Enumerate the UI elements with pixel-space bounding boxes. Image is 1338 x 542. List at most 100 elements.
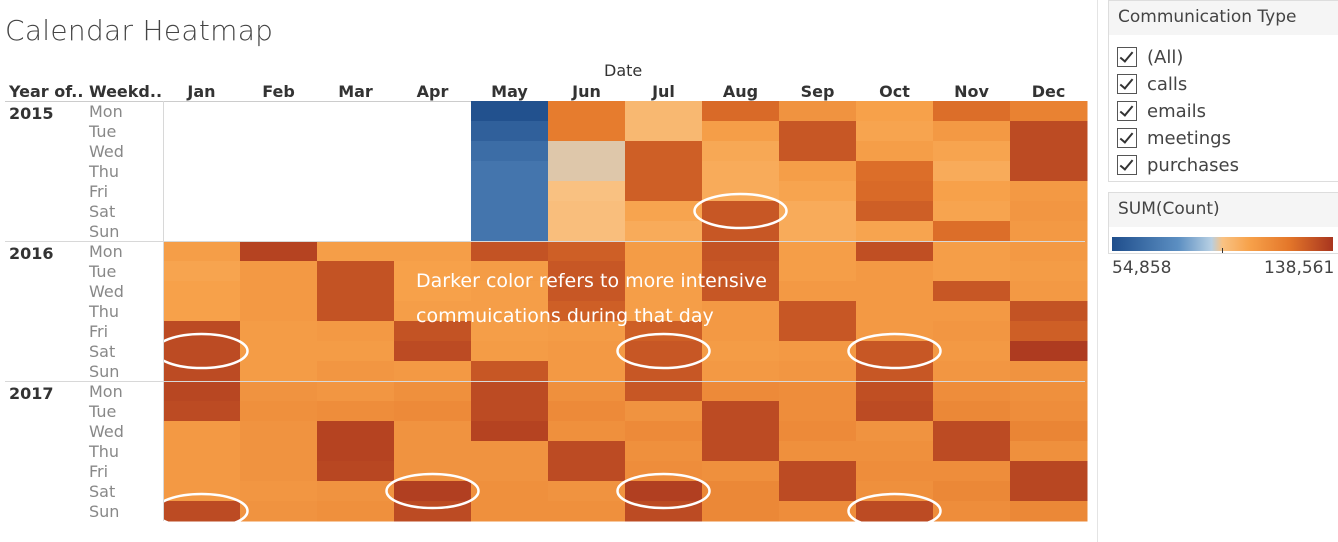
heatmap-cell-2017-may-fri[interactable] (471, 461, 549, 482)
heatmap-cell-2015-dec-fri[interactable] (1010, 181, 1088, 202)
heatmap-cell-2016-nov-fri[interactable] (933, 321, 1011, 342)
heatmap-cell-2017-jun-wed[interactable] (548, 421, 626, 442)
heatmap-cell-2016-sep-sun[interactable] (779, 361, 857, 382)
weekday-label-2017-sat[interactable]: Sat (89, 482, 116, 501)
heatmap-cell-2017-may-sat[interactable] (471, 481, 549, 502)
month-header-may[interactable]: May (491, 82, 528, 101)
heatmap-cell-2017-jan-sun[interactable] (163, 501, 241, 522)
heatmap-cell-2017-jun-sat[interactable] (548, 481, 626, 502)
heatmap-cell-2017-feb-tue[interactable] (240, 401, 318, 422)
weekday-label-2017-wed[interactable]: Wed (89, 422, 124, 441)
weekday-label-2015-tue[interactable]: Tue (89, 122, 117, 141)
heatmap-cell-2017-mar-tue[interactable] (317, 401, 395, 422)
heatmap-cell-2017-mar-mon[interactable] (317, 381, 395, 402)
heatmap-cell-2015-sep-mon[interactable] (779, 101, 857, 122)
heatmap-cell-2015-dec-sat[interactable] (1010, 201, 1088, 222)
filter-option-purchases[interactable]: purchases (1117, 153, 1239, 177)
heatmap-cell-2017-sep-sun[interactable] (779, 501, 857, 522)
month-header-jul[interactable]: Jul (652, 82, 675, 101)
heatmap-cell-2015-jun-tue[interactable] (548, 121, 626, 142)
heatmap-cell-2015-may-thu[interactable] (471, 161, 549, 182)
heatmap-cell-2017-jun-sun[interactable] (548, 501, 626, 522)
heatmap-cell-2017-jul-thu[interactable] (625, 441, 703, 462)
heatmap-cell-2016-oct-mon[interactable] (856, 241, 934, 262)
heatmap-cell-2016-dec-tue[interactable] (1010, 261, 1088, 282)
heatmap-cell-2016-sep-mon[interactable] (779, 241, 857, 262)
heatmap-cell-2017-aug-sat[interactable] (702, 481, 780, 502)
heatmap-cell-2017-apr-mon[interactable] (394, 381, 472, 402)
heatmap-cell-2016-feb-wed[interactable] (240, 281, 318, 302)
heatmap-cell-2017-may-mon[interactable] (471, 381, 549, 402)
heatmap-cell-2016-jan-tue[interactable] (163, 261, 241, 282)
heatmap-cell-2016-dec-thu[interactable] (1010, 301, 1088, 322)
heatmap-cell-2017-dec-wed[interactable] (1010, 421, 1088, 442)
heatmap-cell-2016-sep-tue[interactable] (779, 261, 857, 282)
month-header-nov[interactable]: Nov (954, 82, 989, 101)
heatmap-cell-2017-oct-mon[interactable] (856, 381, 934, 402)
weekday-label-2017-mon[interactable]: Mon (89, 382, 123, 401)
heatmap-cell-2017-dec-mon[interactable] (1010, 381, 1088, 402)
heatmap-cell-2017-jan-mon[interactable] (163, 381, 241, 402)
heatmap-cell-2015-may-sat[interactable] (471, 201, 549, 222)
heatmap-cell-2017-sep-tue[interactable] (779, 401, 857, 422)
heatmap-cell-2016-feb-sat[interactable] (240, 341, 318, 362)
heatmap-cell-2015-jun-sun[interactable] (548, 221, 626, 242)
heatmap-cell-2015-nov-sat[interactable] (933, 201, 1011, 222)
year-label-2015[interactable]: 2015 (9, 104, 54, 123)
heatmap-cell-2015-oct-mon[interactable] (856, 101, 934, 122)
heatmap-cell-2017-may-tue[interactable] (471, 401, 549, 422)
heatmap-cell-2015-sep-tue[interactable] (779, 121, 857, 142)
heatmap-cell-2016-aug-thu[interactable] (702, 301, 780, 322)
heatmap-cell-2017-mar-sun[interactable] (317, 501, 395, 522)
month-header-jan[interactable]: Jan (187, 82, 216, 101)
filter-option-calls[interactable]: calls (1117, 72, 1187, 96)
heatmap-cell-2015-nov-mon[interactable] (933, 101, 1011, 122)
heatmap-cell-2015-jul-sun[interactable] (625, 221, 703, 242)
heatmap-cell-2017-jul-sat[interactable] (625, 481, 703, 502)
heatmap-cell-2016-nov-thu[interactable] (933, 301, 1011, 322)
heatmap-cell-2017-nov-fri[interactable] (933, 461, 1011, 482)
filter-option-all[interactable]: (All) (1117, 45, 1183, 69)
heatmap-cell-2017-sep-sat[interactable] (779, 481, 857, 502)
heatmap-cell-2016-feb-mon[interactable] (240, 241, 318, 262)
heatmap-cell-2016-apr-fri[interactable] (394, 321, 472, 342)
heatmap-cell-2015-sep-sun[interactable] (779, 221, 857, 242)
heatmap-cell-2016-oct-wed[interactable] (856, 281, 934, 302)
heatmap-cell-2016-may-wed[interactable] (471, 281, 549, 302)
heatmap-cell-2017-mar-sat[interactable] (317, 481, 395, 502)
heatmap-cell-2017-sep-fri[interactable] (779, 461, 857, 482)
weekday-label-2017-thu[interactable]: Thu (89, 442, 120, 461)
heatmap-cell-2015-jun-sat[interactable] (548, 201, 626, 222)
heatmap-cell-2016-nov-wed[interactable] (933, 281, 1011, 302)
weekday-label-2016-sun[interactable]: Sun (89, 362, 120, 381)
heatmap-cell-2016-may-sun[interactable] (471, 361, 549, 382)
heatmap-cell-2017-mar-fri[interactable] (317, 461, 395, 482)
heatmap-cell-2015-may-tue[interactable] (471, 121, 549, 142)
heatmap-cell-2015-nov-sun[interactable] (933, 221, 1011, 242)
heatmap-cell-2017-oct-tue[interactable] (856, 401, 934, 422)
heatmap-cell-2016-jun-wed[interactable] (548, 281, 626, 302)
heatmap-cell-2017-nov-wed[interactable] (933, 421, 1011, 442)
heatmap-cell-2017-jun-thu[interactable] (548, 441, 626, 462)
heatmap-cell-2017-nov-sun[interactable] (933, 501, 1011, 522)
heatmap-cell-2016-sep-sat[interactable] (779, 341, 857, 362)
heatmap-cell-2017-sep-mon[interactable] (779, 381, 857, 402)
heatmap-cell-2017-oct-fri[interactable] (856, 461, 934, 482)
heatmap-cell-2016-sep-wed[interactable] (779, 281, 857, 302)
weekday-label-2016-sat[interactable]: Sat (89, 342, 116, 361)
heatmap-cell-2016-sep-thu[interactable] (779, 301, 857, 322)
heatmap-cell-2016-apr-mon[interactable] (394, 241, 472, 262)
heatmap-cell-2016-feb-fri[interactable] (240, 321, 318, 342)
heatmap-cell-2017-oct-wed[interactable] (856, 421, 934, 442)
heatmap-cell-2015-sep-wed[interactable] (779, 141, 857, 162)
heatmap-cell-2016-mar-thu[interactable] (317, 301, 395, 322)
heatmap-cell-2016-feb-sun[interactable] (240, 361, 318, 382)
year-label-2016[interactable]: 2016 (9, 244, 54, 263)
heatmap-cell-2015-jun-wed[interactable] (548, 141, 626, 162)
weekday-label-2015-wed[interactable]: Wed (89, 142, 124, 161)
weekday-label-2015-mon[interactable]: Mon (89, 102, 123, 121)
heatmap-cell-2017-aug-wed[interactable] (702, 421, 780, 442)
heatmap-cell-2017-sep-thu[interactable] (779, 441, 857, 462)
heatmap-cell-2017-nov-thu[interactable] (933, 441, 1011, 462)
heatmap-cell-2016-apr-sun[interactable] (394, 361, 472, 382)
